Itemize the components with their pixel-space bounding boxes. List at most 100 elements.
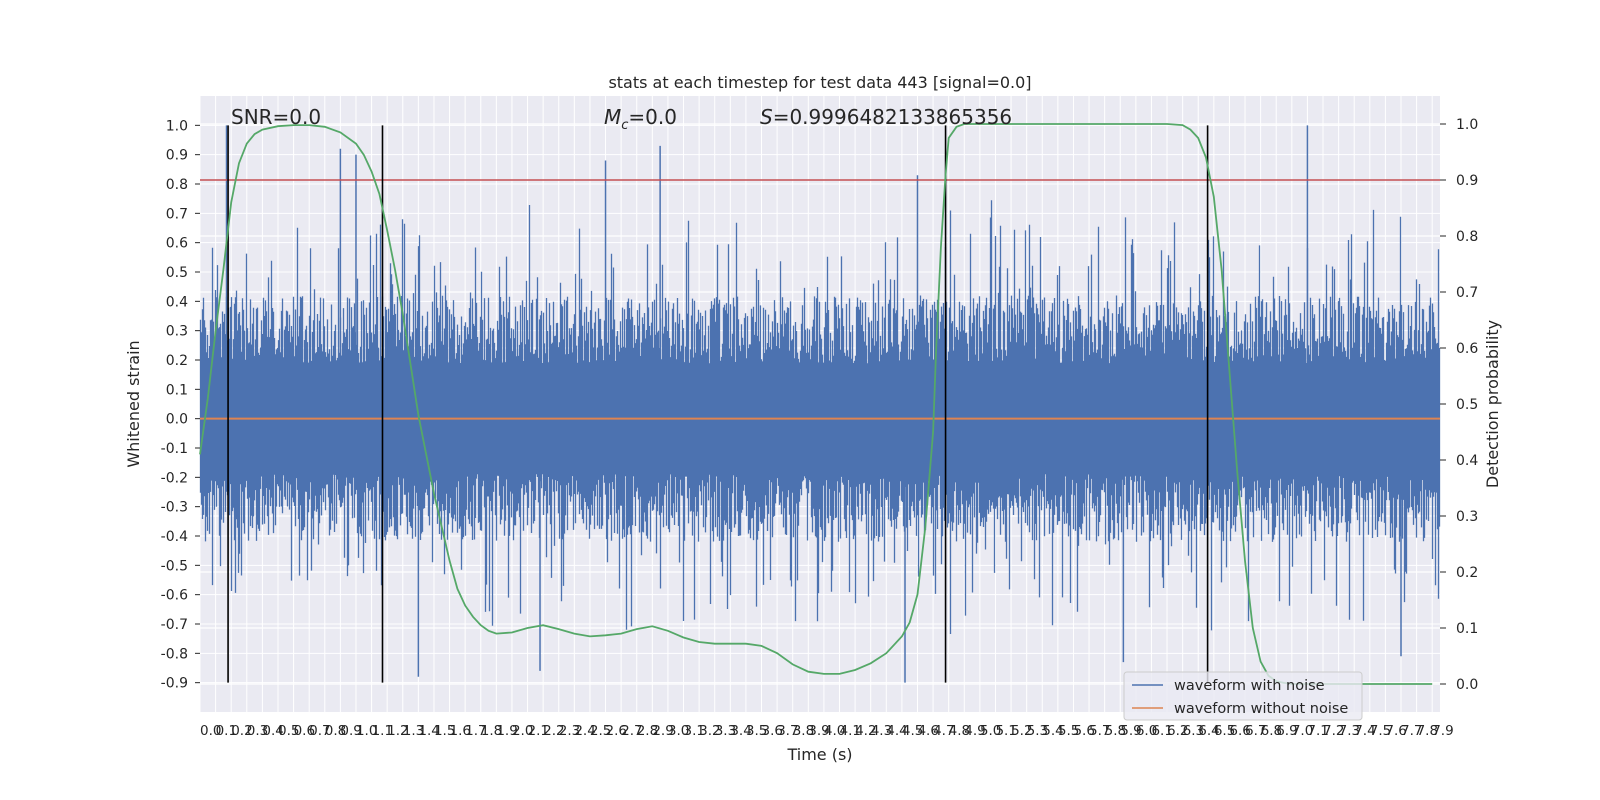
x-tick-label: 1.3 <box>403 723 424 739</box>
x-tick-label: 5.7 <box>1089 723 1110 739</box>
y-right-tick-label: 0.2 <box>1456 565 1478 581</box>
y-axis-left-ticks: 1.0 0.9 0.8 0.7 0.6 0.5 0.4 0.3 0.2 0.1 0.0 -0.1 -0.… <box>161 118 200 692</box>
x-tick-label: 1.0 <box>356 723 377 739</box>
chart-title: stats at each timestep for test data 443… <box>608 73 1031 92</box>
y-left-tick-label: 0.8 <box>166 177 188 193</box>
y-left-tick-label: -0.5 <box>161 558 188 574</box>
x-tick-label: 1.5 <box>434 723 455 739</box>
y-axis-left-label: Whitened strain <box>124 340 143 467</box>
x-tick-label: 4.2 <box>855 723 876 739</box>
x-tick-label: 7.5 <box>1370 723 1391 739</box>
y-left-tick-label: 0.5 <box>166 265 188 281</box>
x-tick-label: 6.3 <box>1183 723 1204 739</box>
x-tick-label: 5.6 <box>1073 723 1094 739</box>
y-left-tick-label: -0.6 <box>161 588 188 604</box>
x-tick-label: 6.0 <box>1136 723 1157 739</box>
y-right-tick-label: 0.3 <box>1456 509 1478 525</box>
x-tick-label: 3.3 <box>715 723 736 739</box>
y-axis-right-ticks: 1.0 0.9 0.8 0.7 0.6 0.5 0.4 0.3 0.2 0.1 0.0 <box>1440 117 1478 693</box>
y-left-tick-label: -0.7 <box>161 617 188 633</box>
x-tick-label: 2.4 <box>574 723 595 739</box>
y-right-tick-label: 0.5 <box>1456 397 1478 413</box>
y-right-tick-label: 0.7 <box>1456 285 1478 301</box>
x-axis-label: Time (s) <box>786 745 852 764</box>
x-tick-label: 7.6 <box>1385 723 1406 739</box>
x-tick-label: 4.3 <box>871 723 892 739</box>
y-left-tick-label: 0.9 <box>166 148 188 164</box>
x-tick-label: 2.0 <box>512 723 533 739</box>
y-left-tick-label: -0.2 <box>161 470 188 486</box>
x-tick-label: 6.2 <box>1167 723 1188 739</box>
y-left-tick-label: -0.8 <box>161 646 188 662</box>
y-left-tick-label: 0.7 <box>166 206 188 222</box>
y-left-tick-label: -0.9 <box>161 676 188 692</box>
x-tick-label: 3.0 <box>668 723 689 739</box>
x-tick-label: 1.7 <box>465 723 486 739</box>
legend: waveform with noise waveform without noi… <box>1123 671 1363 721</box>
x-tick-label: 3.6 <box>762 723 783 739</box>
x-tick-label: 0.6 <box>294 723 315 739</box>
x-tick-label: 4.1 <box>839 723 860 739</box>
x-tick-label: 7.7 <box>1401 723 1422 739</box>
y-right-tick-label: 0.6 <box>1456 341 1478 357</box>
x-tick-label: 4.0 <box>824 723 845 739</box>
x-tick-label: 0.8 <box>325 723 346 739</box>
x-tick-label: 0.0 <box>200 723 221 739</box>
x-tick-label: 5.0 <box>980 723 1001 739</box>
x-tick-label: 0.2 <box>231 723 252 739</box>
series-waveform-with-noise <box>199 125 1441 683</box>
x-tick-label: 0.9 <box>340 723 361 739</box>
x-tick-label: 2.7 <box>621 723 642 739</box>
x-tick-label: 6.9 <box>1276 723 1297 739</box>
x-tick-label: 4.4 <box>886 723 907 739</box>
x-tick-label: 2.1 <box>528 723 549 739</box>
x-tick-label: 0.1 <box>216 723 237 739</box>
x-tick-label: 3.7 <box>777 723 798 739</box>
x-tick-label: 3.8 <box>793 723 814 739</box>
x-tick-label: 2.5 <box>590 723 611 739</box>
x-tick-label: 1.9 <box>496 723 517 739</box>
x-tick-label: 5.3 <box>1027 723 1048 739</box>
y-left-tick-label: 0.6 <box>166 236 188 252</box>
snr-annotation: SNR=0.0 <box>231 105 321 129</box>
x-tick-label: 7.8 <box>1417 723 1438 739</box>
x-tick-label: 2.8 <box>637 723 658 739</box>
x-tick-label: 5.8 <box>1105 723 1126 739</box>
legend-label-noise: waveform with noise <box>1174 678 1325 694</box>
x-tick-label: 3.2 <box>699 723 720 739</box>
y-left-tick-label: 0.0 <box>166 412 188 428</box>
x-tick-label: 1.8 <box>481 723 502 739</box>
x-tick-label: 3.9 <box>808 723 829 739</box>
x-tick-label: 3.5 <box>746 723 767 739</box>
y-right-tick-label: 0.1 <box>1456 621 1478 637</box>
y-right-tick-label: 1.0 <box>1456 117 1478 133</box>
x-tick-label: 7.1 <box>1307 723 1328 739</box>
x-axis-ticks: 0.00.10.20.30.40.50.60.70.80.91.01.11.21… <box>200 723 1454 739</box>
x-tick-label: 5.2 <box>1011 723 1032 739</box>
x-tick-label: 5.9 <box>1120 723 1141 739</box>
score-annotation: S=0.9996482133865356 <box>760 105 1012 129</box>
x-tick-label: 1.1 <box>372 723 393 739</box>
x-tick-label: 0.3 <box>247 723 268 739</box>
x-tick-label: 0.5 <box>278 723 299 739</box>
y-left-tick-label: -0.1 <box>161 441 188 457</box>
x-tick-label: 2.6 <box>606 723 627 739</box>
x-tick-label: 6.1 <box>1151 723 1172 739</box>
x-tick-label: 7.3 <box>1339 723 1360 739</box>
x-tick-label: 7.2 <box>1323 723 1344 739</box>
x-tick-label: 3.1 <box>684 723 705 739</box>
probability-trace <box>199 123 1433 685</box>
x-tick-label: 1.2 <box>387 723 408 739</box>
y-left-tick-label: -0.3 <box>161 500 188 516</box>
chirp-mass-annotation: Mc=0.0 <box>604 105 677 133</box>
y-right-tick-label: 0.0 <box>1456 677 1478 693</box>
x-tick-label: 3.4 <box>730 723 751 739</box>
x-tick-label: 7.4 <box>1354 723 1375 739</box>
x-tick-label: 5.4 <box>1042 723 1063 739</box>
x-tick-label: 1.6 <box>450 723 471 739</box>
y-right-tick-label: 0.4 <box>1456 453 1478 469</box>
y-left-tick-label: 0.3 <box>166 324 188 340</box>
y-left-tick-label: 0.4 <box>166 294 188 310</box>
y-left-tick-label: -0.4 <box>161 529 188 545</box>
